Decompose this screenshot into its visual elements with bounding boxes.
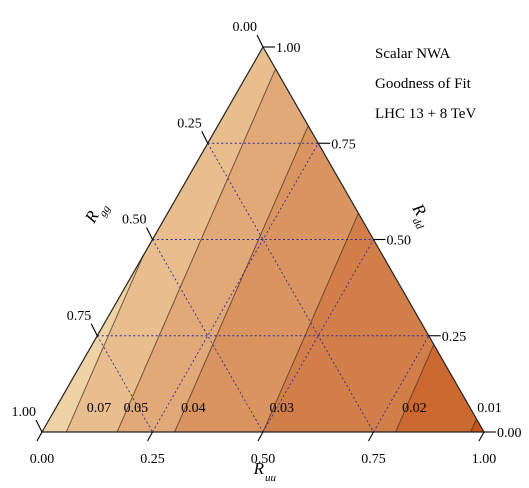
tick-label-dd: 0.50 (387, 234, 412, 249)
contour-value-label: 0.02 (402, 401, 427, 416)
axis-tick (36, 420, 42, 432)
axis-tick (257, 35, 263, 47)
axis-tick (369, 432, 374, 441)
contour-value-label: 0.01 (477, 401, 502, 416)
tick-label-dd: 1.00 (276, 41, 301, 56)
axis-tick (91, 324, 97, 336)
tick-label-gg: 0.50 (122, 213, 147, 228)
contour-band (471, 47, 529, 432)
axis-tick (258, 432, 263, 441)
axis-tick (479, 432, 484, 441)
tick-label-gg: 0.25 (177, 116, 202, 131)
axis-tick (202, 131, 208, 143)
tick-label-gg: 0.00 (233, 20, 258, 35)
axis-title-gg: R gg (81, 197, 114, 229)
contour-bands (0, 47, 529, 432)
axis-tick (37, 432, 42, 441)
contour-line (471, 47, 529, 432)
axis-title-dd: R dd (404, 200, 437, 232)
axis-title-dd-sub: dd (410, 216, 426, 232)
contour-value-label: 0.05 (124, 401, 149, 416)
tick-label-gg: 0.75 (67, 309, 92, 324)
tick-label-uu: 0.25 (140, 452, 165, 467)
tick-label-dd: 0.75 (331, 137, 356, 152)
tick-label-uu: 0.00 (30, 452, 55, 467)
axis-tick (148, 432, 153, 441)
tick-label-uu: 0.75 (361, 452, 386, 467)
contour-value-label: 0.03 (269, 401, 294, 416)
annotation-metric: Goodness of Fit (375, 76, 472, 92)
contour-value-label: 0.04 (181, 401, 206, 416)
axis-title-uu-sub: uu (265, 472, 277, 484)
axis-title-uu-main: R (253, 459, 265, 478)
annotation-model: Scalar NWA (375, 46, 451, 62)
contour-value-label: 0.07 (87, 401, 112, 416)
axis-tick (147, 228, 153, 240)
annotation-collider: LHC 13 + 8 TeV (375, 106, 476, 122)
tick-label-gg: 1.00 (12, 405, 37, 420)
tick-label-uu: 1.00 (472, 452, 497, 467)
tick-label-dd: 0.25 (442, 330, 467, 345)
tick-label-dd: 0.00 (497, 426, 522, 441)
